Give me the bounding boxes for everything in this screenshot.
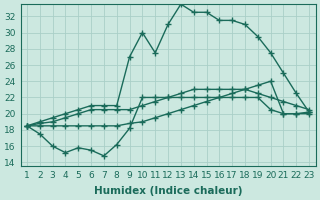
X-axis label: Humidex (Indice chaleur): Humidex (Indice chaleur)	[94, 186, 242, 196]
